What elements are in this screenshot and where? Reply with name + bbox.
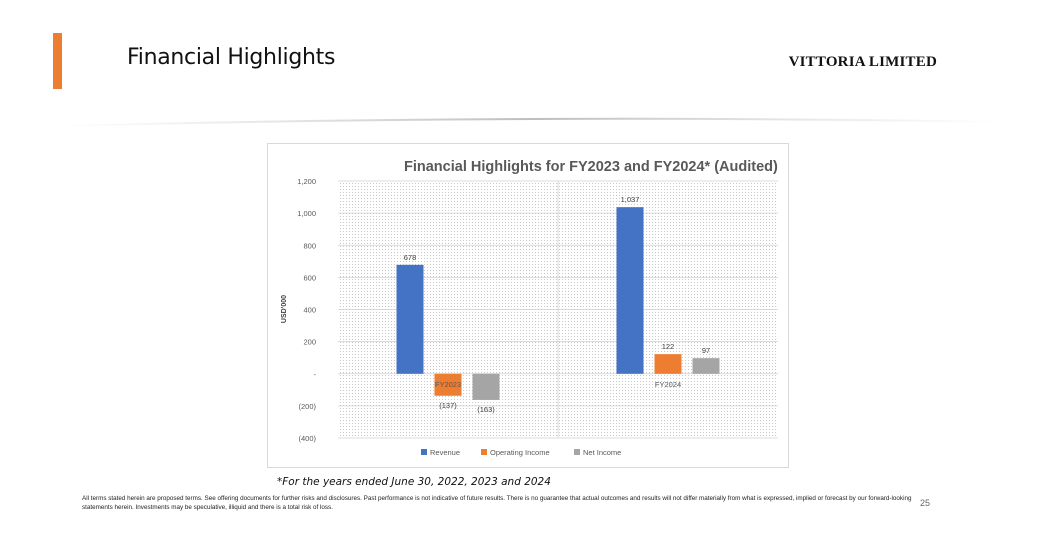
data-label: 678 — [404, 253, 417, 262]
title-accent-bar — [53, 33, 62, 89]
data-label: 1,037 — [621, 195, 640, 204]
legend-label: Net Income — [583, 448, 621, 457]
bar — [434, 373, 462, 396]
legend-swatch — [421, 449, 427, 455]
header-divider — [59, 117, 1006, 127]
bar — [396, 264, 424, 374]
x-category-label: FY2024 — [655, 380, 681, 389]
legend-label: Revenue — [430, 448, 460, 457]
y-tick-label: 800 — [303, 241, 316, 250]
bar — [692, 358, 720, 374]
bar — [472, 373, 500, 400]
chart-container: Financial Highlights for FY2023 and FY20… — [267, 143, 789, 468]
chart-title: Financial Highlights for FY2023 and FY20… — [404, 159, 778, 175]
y-tick-label: 1,200 — [297, 177, 316, 186]
legend-label: Operating Income — [490, 448, 550, 457]
y-axis-label: USD'000 — [281, 295, 288, 323]
bar-chart: Financial Highlights for FY2023 and FY20… — [281, 159, 778, 457]
company-name: VITTORIA LIMITED — [788, 54, 937, 70]
chart-footnote: *For the years ended June 30, 2022, 2023… — [277, 476, 551, 488]
data-label: (137) — [439, 401, 457, 410]
data-label: 122 — [662, 342, 675, 351]
bar — [616, 207, 644, 374]
y-tick-label: (200) — [298, 402, 316, 411]
y-tick-label: (400) — [298, 434, 316, 443]
y-tick-label: 1,000 — [297, 209, 316, 218]
data-label: 97 — [702, 346, 710, 355]
y-tick-label: - — [314, 370, 317, 379]
x-category-label: FY2023 — [435, 380, 461, 389]
y-tick-label: 400 — [303, 306, 316, 315]
slide-title: Financial Highlights — [127, 45, 336, 70]
disclaimer-text: All terms stated herein are proposed ter… — [82, 495, 912, 511]
page-number: 25 — [920, 498, 931, 508]
y-tick-label: 200 — [303, 338, 316, 347]
legend-swatch — [481, 449, 487, 455]
legend-swatch — [574, 449, 580, 455]
bar — [654, 354, 682, 374]
data-label: (163) — [477, 405, 495, 414]
y-tick-label: 600 — [303, 273, 316, 282]
